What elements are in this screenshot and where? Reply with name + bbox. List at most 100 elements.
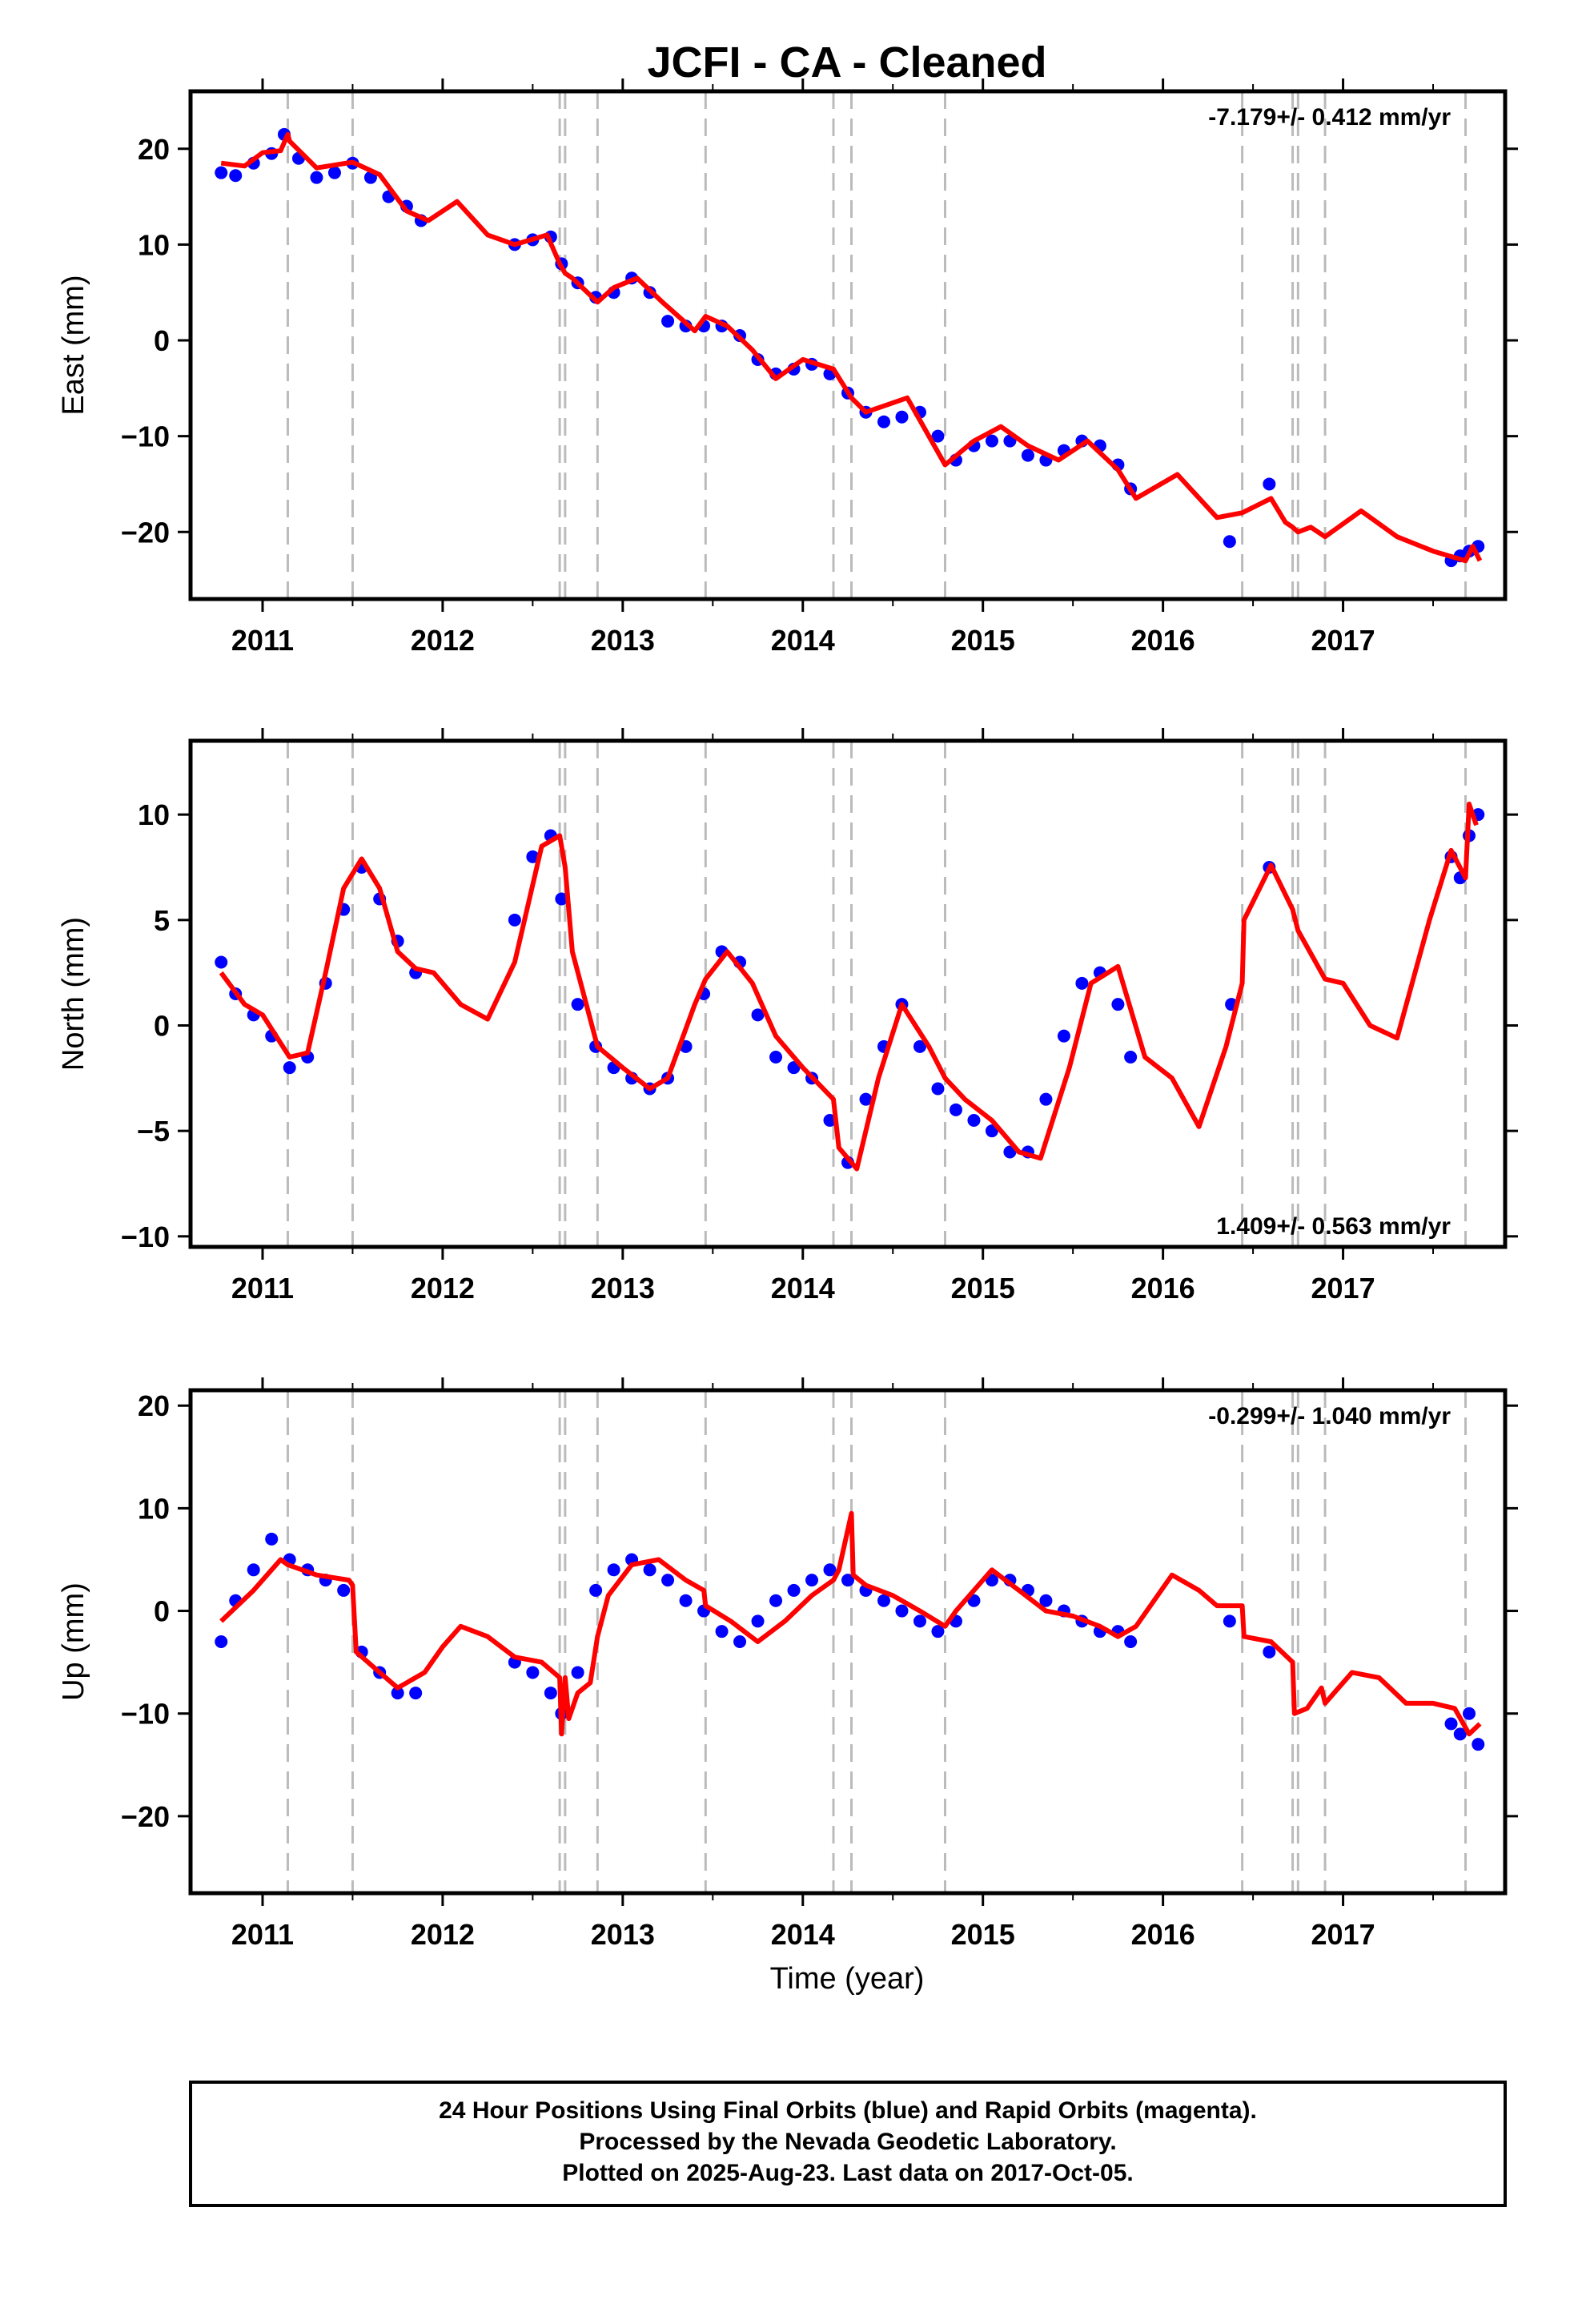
footer-line-3: Plotted on 2025-Aug-23. Last data on 201…	[562, 2160, 1134, 2186]
up-x-tick-label: 2015	[951, 1918, 1015, 1951]
up-data-point	[661, 1574, 675, 1587]
up-data-point	[913, 1614, 926, 1628]
north-y-tick-label: 5	[154, 904, 170, 937]
north-rate-label: 1.409+/- 0.563 mm/yr	[1216, 1213, 1451, 1240]
north-data-point	[859, 1092, 873, 1106]
north-panel: 2011 2012 2013 2014 2015 2016 2017 −10 −5 0 5 10 Nor…	[57, 728, 1518, 1305]
north-data-point	[283, 1061, 296, 1075]
up-data-layer	[215, 1510, 1485, 1751]
east-x-tick-label: 2014	[771, 624, 835, 657]
east-y-axis-label: East (mm)	[57, 275, 90, 415]
up-data-point	[1453, 1727, 1467, 1741]
east-data-point	[895, 410, 909, 424]
up-data-point	[247, 1563, 260, 1577]
up-x-tick-label: 2013	[591, 1918, 655, 1951]
up-plot-frame	[188, 1388, 1508, 1896]
up-data-point	[769, 1594, 783, 1607]
north-x-tick-label: 2011	[231, 1272, 294, 1305]
up-data-point	[895, 1604, 909, 1618]
east-y-tick-label: −10	[121, 420, 170, 453]
up-data-point	[877, 1594, 890, 1607]
footer-line-2: Processed by the Nevada Geodetic Laborat…	[579, 2129, 1116, 2155]
east-data-layer	[215, 127, 1485, 568]
up-data-point	[526, 1666, 540, 1679]
north-data-point	[1057, 1029, 1070, 1043]
north-data-point	[769, 1051, 783, 1063]
north-data-point	[555, 892, 568, 906]
up-x-tick-label: 2012	[411, 1918, 475, 1951]
up-y-tick-label: −20	[121, 1800, 170, 1833]
north-data-point	[931, 1082, 945, 1096]
east-rate-label: -7.179+/- 0.412 mm/yr	[1208, 104, 1451, 131]
up-y-tick-label: 10	[138, 1492, 170, 1525]
up-y-tick-label: −10	[121, 1698, 170, 1731]
up-data-point	[265, 1532, 279, 1546]
up-data-point	[841, 1574, 854, 1587]
north-x-tick-label: 2015	[951, 1272, 1015, 1305]
east-x-tick-label: 2017	[1311, 624, 1375, 657]
east-data-point	[215, 166, 228, 179]
up-rate-label: -0.299+/- 1.040 mm/yr	[1208, 1403, 1451, 1429]
north-data-point	[1124, 1051, 1138, 1063]
east-data-point	[1021, 448, 1034, 462]
north-data-point	[1075, 976, 1089, 990]
north-data-point	[215, 955, 228, 969]
east-x-tick-label: 2013	[591, 624, 655, 657]
up-data-point	[643, 1563, 656, 1577]
up-data-point	[391, 1687, 404, 1700]
up-data-point	[409, 1687, 423, 1700]
up-data-point	[679, 1594, 693, 1607]
east-data-point	[985, 434, 998, 448]
east-plot-frame	[188, 89, 1508, 601]
north-data-point	[508, 913, 521, 927]
up-data-point	[571, 1666, 584, 1679]
up-y-axis-label: Up (mm)	[57, 1582, 90, 1701]
north-data-point	[913, 1039, 926, 1053]
up-data-point	[607, 1563, 620, 1577]
up-x-tick-label: 2017	[1311, 1918, 1375, 1951]
up-data-point	[1124, 1635, 1138, 1648]
north-data-point	[526, 850, 540, 863]
up-x-tick-label: 2011	[231, 1918, 294, 1951]
east-data-point	[1263, 477, 1276, 491]
north-data-point	[967, 1114, 981, 1127]
up-data-point	[805, 1574, 819, 1587]
up-data-point	[589, 1583, 603, 1597]
up-x-tick-label: 2014	[771, 1918, 835, 1951]
up-y-tick-label: 20	[138, 1389, 170, 1422]
up-data-point	[733, 1635, 747, 1648]
north-y-tick-label: 10	[138, 798, 170, 831]
footer-box: 24 Hour Positions Using Final Orbits (bl…	[189, 2081, 1507, 2207]
north-data-point	[949, 1103, 962, 1116]
east-data-point	[877, 415, 890, 428]
east-y-tick-label: −20	[121, 516, 170, 549]
north-y-tick-label: 0	[154, 1010, 170, 1043]
east-panel: 2011 2012 2013 2014 2015 2016 2017 −20 −10 0 10 20 E…	[57, 78, 1518, 657]
north-y-tick-label: −10	[121, 1220, 170, 1253]
north-y-tick-label: −5	[137, 1115, 170, 1148]
north-data-layer	[215, 802, 1485, 1172]
east-y-tick-label: 0	[154, 324, 170, 357]
east-data-point	[1223, 535, 1236, 549]
footer-line-1: 24 Hour Positions Using Final Orbits (bl…	[439, 2097, 1257, 2124]
up-data-point	[1463, 1707, 1476, 1720]
east-x-tick-label: 2016	[1131, 624, 1195, 657]
north-model-line	[219, 802, 1479, 1172]
north-data-point	[751, 1008, 765, 1022]
east-data-point	[327, 166, 341, 179]
east-data-point	[931, 429, 945, 443]
up-data-point	[1444, 1717, 1458, 1731]
north-data-point	[1111, 998, 1125, 1011]
east-model-line	[220, 131, 1483, 564]
up-data-point	[1223, 1614, 1236, 1628]
up-data-point	[931, 1625, 945, 1638]
east-data-point	[229, 169, 243, 183]
up-data-point	[337, 1583, 351, 1597]
up-data-point	[544, 1687, 557, 1700]
up-data-point	[787, 1583, 801, 1597]
up-x-tick-label: 2016	[1131, 1918, 1195, 1951]
north-x-tick-label: 2017	[1311, 1272, 1375, 1305]
east-y-tick-label: 20	[138, 133, 170, 166]
north-x-tick-label: 2016	[1131, 1272, 1195, 1305]
